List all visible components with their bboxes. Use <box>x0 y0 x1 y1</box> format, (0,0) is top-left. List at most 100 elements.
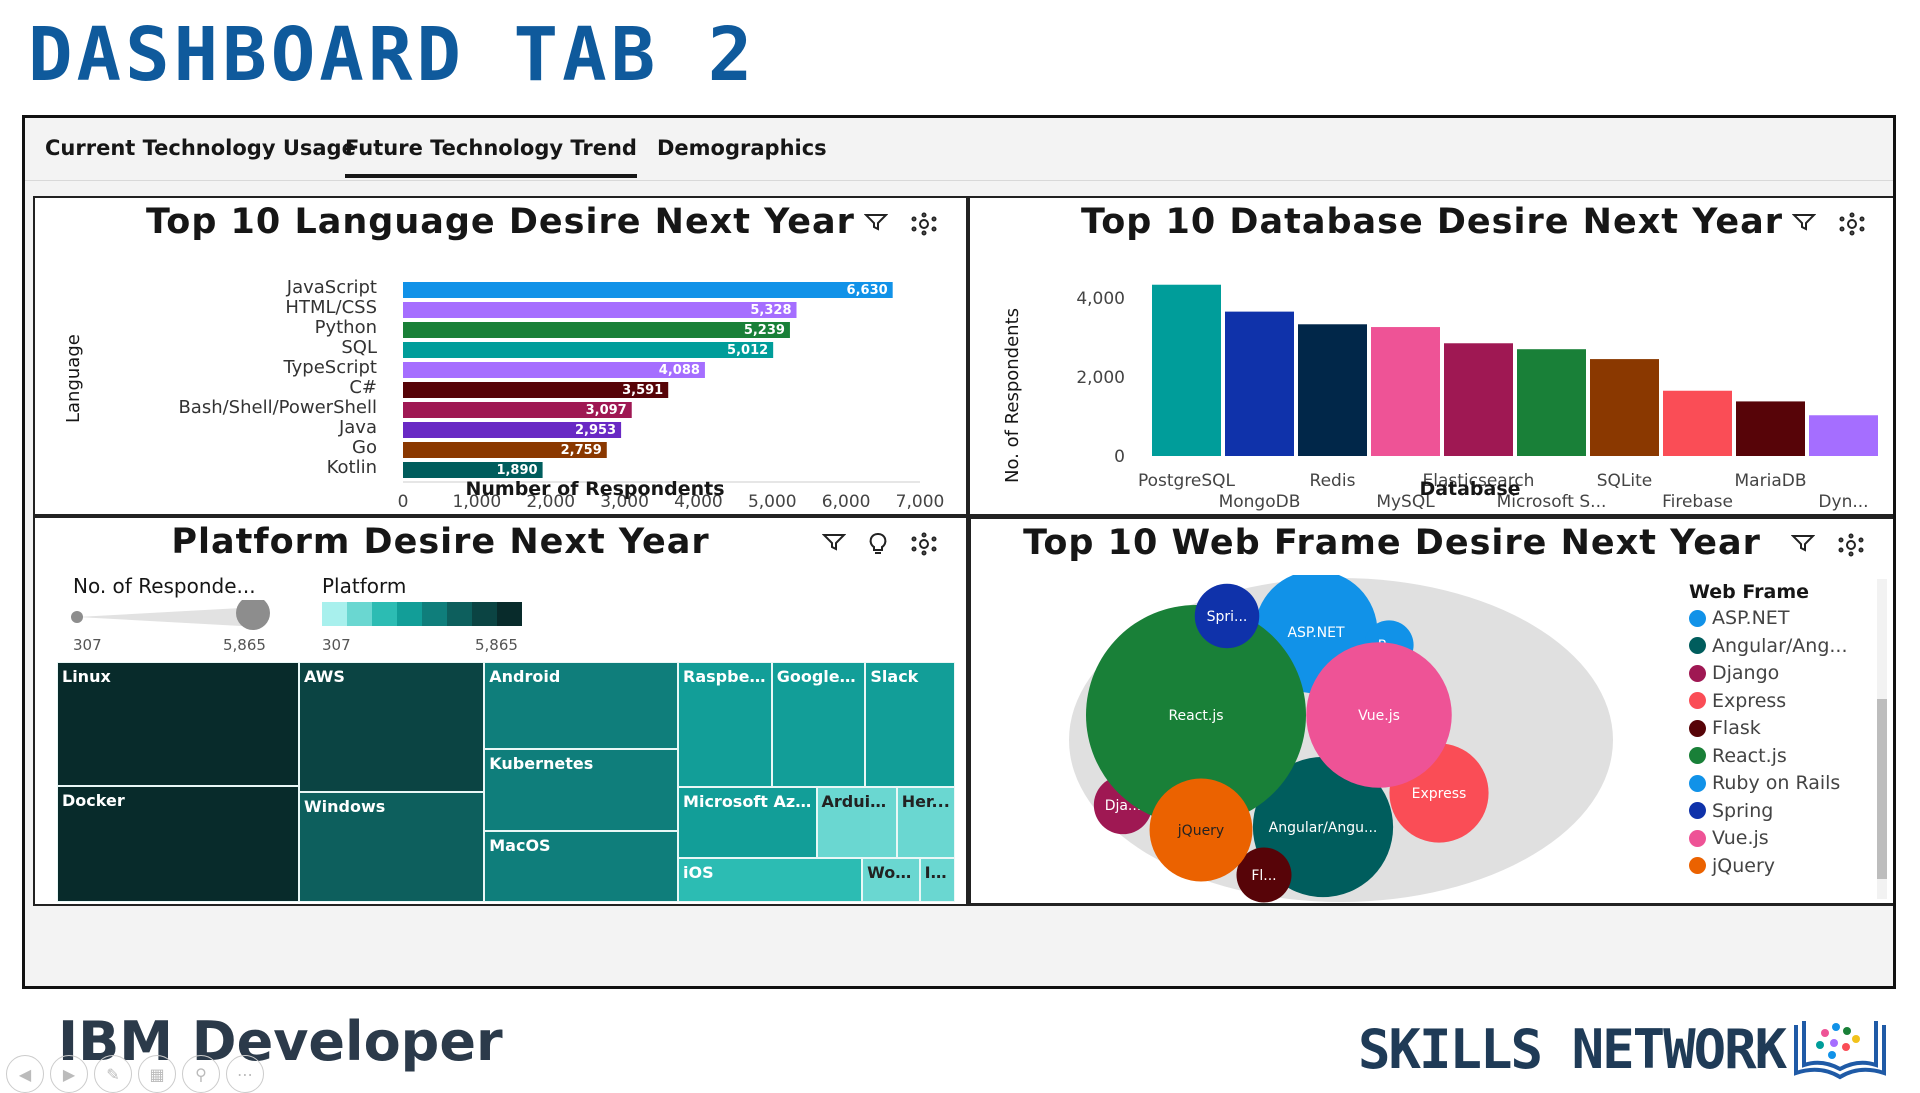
category-label: TypeScript <box>282 357 377 378</box>
tab-demographics[interactable]: Demographics <box>657 136 827 160</box>
settings-icon[interactable] <box>910 532 938 556</box>
legend-swatch <box>1689 829 1706 847</box>
category-label: HTML/CSS <box>285 297 377 318</box>
data-label: 4,088 <box>659 363 700 378</box>
filter-icon[interactable] <box>864 212 888 236</box>
tick-label: 1,000 <box>453 492 502 512</box>
more-icon[interactable]: ⋯ <box>226 1055 264 1093</box>
category-label: Elasticsearch <box>1423 471 1535 491</box>
treemap-tile[interactable]: Windows <box>299 791 485 902</box>
bar <box>1225 311 1294 456</box>
color-legend-min: 307 <box>322 636 351 654</box>
bar <box>403 462 543 478</box>
book-logo-icon <box>1794 1021 1886 1080</box>
category-label: PostgreSQL <box>1138 471 1236 491</box>
treemap-tile[interactable]: Arduino <box>816 787 897 858</box>
size-legend-title: No. of Responde... <box>73 574 256 598</box>
legend-item[interactable]: Angular/Ang... <box>1689 635 1848 657</box>
color-ramp-swatch <box>497 602 522 626</box>
bar <box>403 282 893 298</box>
bubble-label: React.js <box>1168 708 1223 724</box>
treemap-tile[interactable]: Word... <box>862 857 920 902</box>
bar <box>403 322 790 338</box>
treemap-tile[interactable]: Kubernetes <box>484 749 679 831</box>
panel-database-desire: Top 10 Database Desire Next Year No. of … <box>968 196 1893 516</box>
bar <box>1517 349 1586 456</box>
legend-item[interactable]: Express <box>1689 690 1786 712</box>
treemap-tile[interactable]: MacOS <box>484 830 679 902</box>
presentation-controls: ◀ ▶ ✎ ▦ ⚲ ⋯ <box>6 1055 264 1093</box>
treemap-tile[interactable]: Slack <box>865 662 955 788</box>
category-label: SQL <box>341 337 377 358</box>
bar <box>1663 390 1732 456</box>
legend-swatch <box>1689 692 1706 709</box>
legend-item[interactable]: Ruby on Rails <box>1689 772 1840 794</box>
treemap-tile[interactable]: Microsoft Azure <box>678 787 817 858</box>
treemap-tile[interactable]: Her... <box>896 787 955 858</box>
webframe-bubble-chart: ASP.NETAngular/Angu...Dja...ExpressFl...… <box>1069 575 1613 903</box>
legend-swatch <box>1689 664 1706 682</box>
tick-label: 0 <box>398 492 409 512</box>
panel-webframe-desire: Top 10 Web Frame Desire Next Year ASP.NE… <box>968 516 1893 906</box>
data-label: 3,097 <box>586 403 627 418</box>
tab-future-technology-trend[interactable]: Future Technology Trend <box>345 136 637 178</box>
legend-item[interactable]: Flask <box>1689 717 1761 739</box>
size-legend-min: 307 <box>73 636 102 654</box>
bar <box>1736 401 1805 456</box>
legend-item[interactable]: React.js <box>1689 745 1787 767</box>
bubble <box>1194 583 1260 649</box>
legend-scrollbar[interactable] <box>1877 579 1887 899</box>
category-label: MongoDB <box>1219 492 1301 512</box>
panel-toolbar <box>864 212 938 236</box>
next-slide-icon[interactable]: ▶ <box>50 1055 88 1093</box>
treemap-tile[interactable]: IBM ... <box>919 857 955 902</box>
zoom-icon[interactable]: ⚲ <box>182 1055 220 1093</box>
panel-title: Top 10 Database Desire Next Year <box>1081 202 1783 242</box>
filter-icon[interactable] <box>1792 212 1816 236</box>
settings-icon[interactable] <box>1837 533 1865 557</box>
legend-item[interactable]: ASP.NET <box>1689 607 1789 629</box>
category-label: Python <box>315 317 377 338</box>
legend-item[interactable]: Vue.js <box>1689 827 1769 849</box>
size-legend-max: 5,865 <box>223 636 266 654</box>
treemap-tile[interactable]: Google ... <box>771 662 866 788</box>
tab-current-technology-usage[interactable]: Current Technology Usage <box>45 136 356 160</box>
legend-swatch <box>1689 609 1706 627</box>
color-ramp-swatch <box>447 602 472 626</box>
legend-label: Flask <box>1712 717 1761 739</box>
category-label: Firebase <box>1662 492 1733 512</box>
treemap-tile[interactable]: Android <box>484 662 679 750</box>
lightbulb-icon[interactable] <box>868 532 888 556</box>
legend-label: React.js <box>1712 744 1787 767</box>
filter-icon[interactable] <box>1791 533 1815 557</box>
treemap-tile[interactable]: Raspberr... <box>678 662 772 788</box>
tab-bar: Current Technology Usage Future Technolo… <box>25 118 1893 181</box>
bar <box>1152 284 1221 456</box>
language-bar-chart: JavaScript 6,630 HTML/CSS 5,328 Python 5,239 S… <box>178 277 944 512</box>
treemap-tile[interactable]: AWS <box>299 662 485 792</box>
data-label: 2,759 <box>561 443 602 458</box>
category-label: C# <box>349 377 377 398</box>
legend-item[interactable]: Spring <box>1689 800 1773 822</box>
pen-icon[interactable]: ✎ <box>94 1055 132 1093</box>
settings-icon[interactable] <box>910 212 938 236</box>
prev-slide-icon[interactable]: ◀ <box>6 1055 44 1093</box>
settings-icon[interactable] <box>1838 212 1866 236</box>
treemap-tile[interactable]: Linux <box>57 662 299 786</box>
data-label: 6,630 <box>847 283 888 298</box>
legend-item[interactable]: jQuery <box>1689 855 1775 877</box>
slides-icon[interactable]: ▦ <box>138 1055 176 1093</box>
filter-icon[interactable] <box>822 532 846 556</box>
legend-item[interactable]: Django <box>1689 662 1779 684</box>
bubble-label: jQuery <box>1177 823 1224 839</box>
color-legend-max: 5,865 <box>475 636 518 654</box>
panel-title: Top 10 Language Desire Next Year <box>146 202 855 242</box>
color-legend-title: Platform <box>322 574 407 598</box>
category-label: Dyn... <box>1818 492 1868 512</box>
bar <box>1298 324 1367 456</box>
bar <box>1590 359 1659 456</box>
treemap-tile[interactable]: iOS <box>678 857 863 902</box>
treemap-tile[interactable]: Docker <box>57 785 299 902</box>
category-label: Java <box>338 417 377 438</box>
